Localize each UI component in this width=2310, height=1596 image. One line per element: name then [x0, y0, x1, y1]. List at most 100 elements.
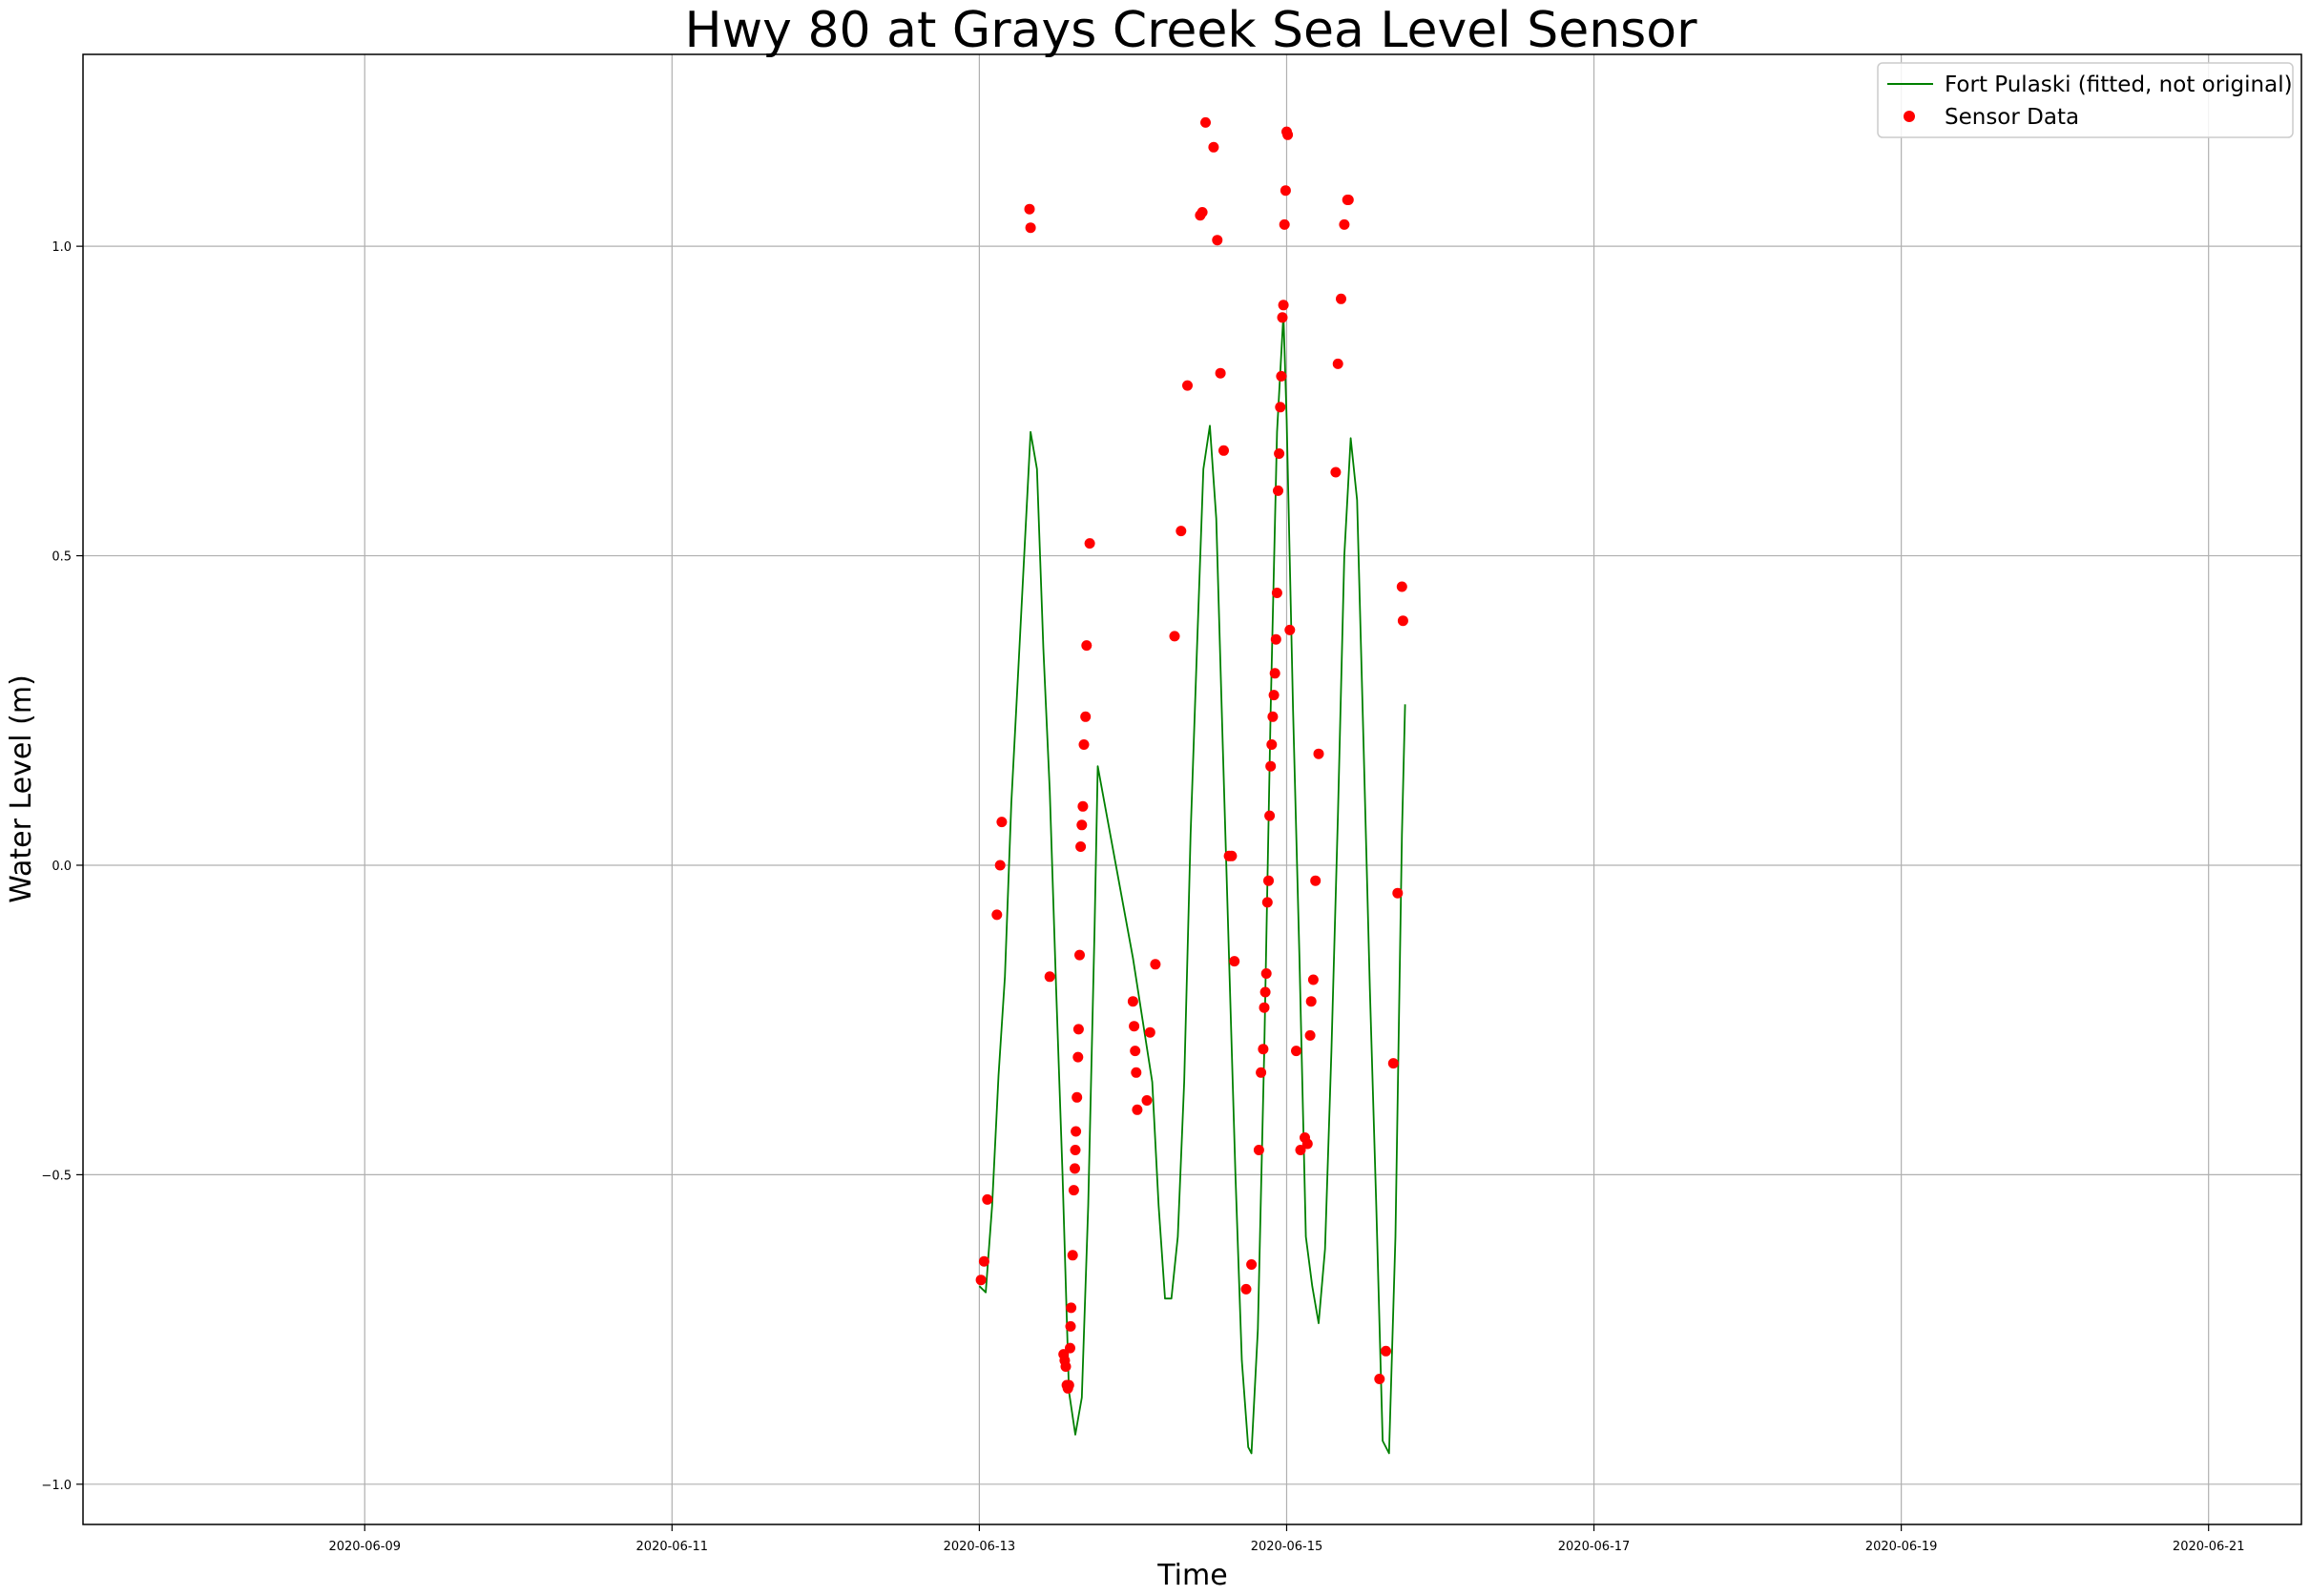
sensor-data-point: [1246, 1259, 1258, 1270]
sensor-data-point: [975, 1275, 987, 1286]
sensor-data-point: [1387, 1058, 1399, 1069]
sensor-data-point: [1070, 1163, 1080, 1174]
sensor-data-point: [1332, 358, 1343, 369]
fort-pulaski-line: [978, 313, 1406, 1455]
sensor-data-point: [978, 1255, 989, 1267]
sensor-data-point: [1076, 819, 1088, 831]
x-tick-label: 2020-06-09: [328, 1540, 401, 1554]
sensor-data-point: [1253, 1145, 1264, 1155]
sensor-data-point: [1310, 875, 1321, 886]
y-axis-label: Water Level (m): [5, 674, 38, 903]
sensor-data-point: [1271, 588, 1282, 598]
sensor-data-point: [1066, 1302, 1077, 1314]
x-tick-label: 2020-06-13: [944, 1540, 1016, 1554]
sensor-data-point: [1277, 312, 1288, 323]
sensor-data-point: [1259, 986, 1271, 998]
legend: Fort Pulaski (fitted, not original) Sens…: [1877, 62, 2294, 138]
sensor-data-point: [1273, 485, 1283, 496]
sensor-data-point: [994, 860, 1006, 871]
sensor-data-point: [1304, 1029, 1316, 1041]
sensor-data-point: [1197, 207, 1208, 218]
sensor-data-point: [1279, 218, 1290, 230]
sensor-data-point: [982, 1193, 993, 1205]
sensor-data-point: [1065, 1342, 1075, 1354]
sensor-data-point: [1218, 445, 1229, 456]
x-tick-label: 2020-06-21: [2173, 1540, 2245, 1554]
x-tick-label: 2020-06-15: [1251, 1540, 1323, 1554]
sensor-data-point: [1077, 800, 1089, 812]
sensor-data-point: [1072, 1091, 1083, 1103]
sensor-data-point: [1025, 222, 1036, 234]
y-tick-label: −0.5: [41, 1169, 72, 1183]
sensor-data-point: [991, 909, 1003, 921]
sensor-data-point: [1330, 466, 1342, 478]
legend-box: [1877, 62, 2294, 138]
sensor-data-point: [1070, 1145, 1081, 1155]
sensor-data-point: [1072, 1024, 1084, 1035]
sensor-data-point: [1067, 1250, 1078, 1261]
y-axis-ticks: −1.0 −0.5 0.0 0.5 1.0: [41, 240, 83, 1493]
sensor-data-point: [1068, 1185, 1079, 1196]
sensor-data-point: [1268, 690, 1280, 701]
sensor-data-point: [1256, 1067, 1267, 1078]
sensor-data-point: [1342, 195, 1354, 205]
sensor-data-point: [1063, 1379, 1074, 1391]
y-tick-label: −1.0: [41, 1479, 72, 1493]
legend-label-sensor-data: Sensor Data: [1945, 105, 2079, 130]
sensor-data-point: [1044, 971, 1055, 983]
sensor-data-point: [1150, 959, 1161, 970]
sensor-data-point: [1127, 996, 1138, 1007]
grid: [83, 54, 2301, 1524]
sensor-data-point: [1381, 1345, 1391, 1357]
sensor-data-point: [1259, 1002, 1270, 1013]
legend-point-swatch: [1904, 111, 1915, 122]
sensor-data-point: [1260, 968, 1272, 979]
sensor-data-point: [996, 817, 1008, 828]
sensor-data-point: [1280, 185, 1291, 197]
sensor-data-point: [1396, 581, 1407, 592]
x-axis-ticks: 2020-06-09 2020-06-11 2020-06-13 2020-06-15…: [328, 1524, 2244, 1554]
sensor-data-point: [1024, 203, 1035, 215]
sensor-data-point: [1265, 760, 1277, 772]
sensor-data-point: [1276, 370, 1287, 382]
sensor-data-point: [1397, 615, 1408, 627]
chart-title: Hwy 80 at Grays Creek Sea Level Sensor: [685, 2, 1698, 59]
sensor-data-point: [1229, 956, 1240, 967]
sensor-data-point: [1081, 640, 1093, 652]
sensor-data-point: [1339, 218, 1350, 230]
sensor-data-point: [1263, 875, 1274, 886]
sensor-data-point: [1374, 1374, 1385, 1384]
sensor-data-point: [1274, 448, 1285, 459]
sensor-data-point: [1301, 1138, 1313, 1150]
sensor-data-point: [1278, 300, 1289, 311]
sensor-data-point: [1208, 141, 1219, 153]
sensor-data-point: [1075, 841, 1087, 852]
y-tick-label: 1.0: [52, 240, 72, 255]
x-tick-label: 2020-06-19: [1865, 1540, 1938, 1554]
sensor-data-point: [1074, 949, 1085, 961]
sensor-data-point: [1129, 1021, 1140, 1032]
sensor-data-point: [1212, 235, 1223, 246]
y-tick-label: 0.0: [52, 860, 72, 874]
line-series-layer: [978, 313, 1406, 1455]
x-axis-label: Time: [1156, 1559, 1227, 1592]
sensor-data-point: [1266, 739, 1278, 750]
sensor-data-point: [1264, 810, 1276, 821]
sensor-data-point: [1307, 974, 1319, 985]
y-tick-label: 0.5: [52, 550, 72, 565]
sensor-data-point: [1275, 402, 1286, 413]
sensor-data-point: [1084, 538, 1095, 549]
sensor-data-point: [1291, 1046, 1301, 1057]
sensor-data-point: [1258, 1044, 1269, 1055]
sensor-data-point: [1215, 367, 1226, 379]
sensor-data-point: [1169, 631, 1180, 642]
sensor-data-point: [1392, 887, 1404, 899]
sensor-data-point: [1336, 293, 1346, 304]
sensor-data-point: [1269, 668, 1280, 679]
legend-label-fort-pulaski: Fort Pulaski (fitted, not original): [1945, 73, 2293, 97]
sensor-data-point: [1065, 1320, 1076, 1332]
sensor-data-point: [1144, 1026, 1155, 1038]
sensor-data-point: [1060, 1361, 1072, 1372]
